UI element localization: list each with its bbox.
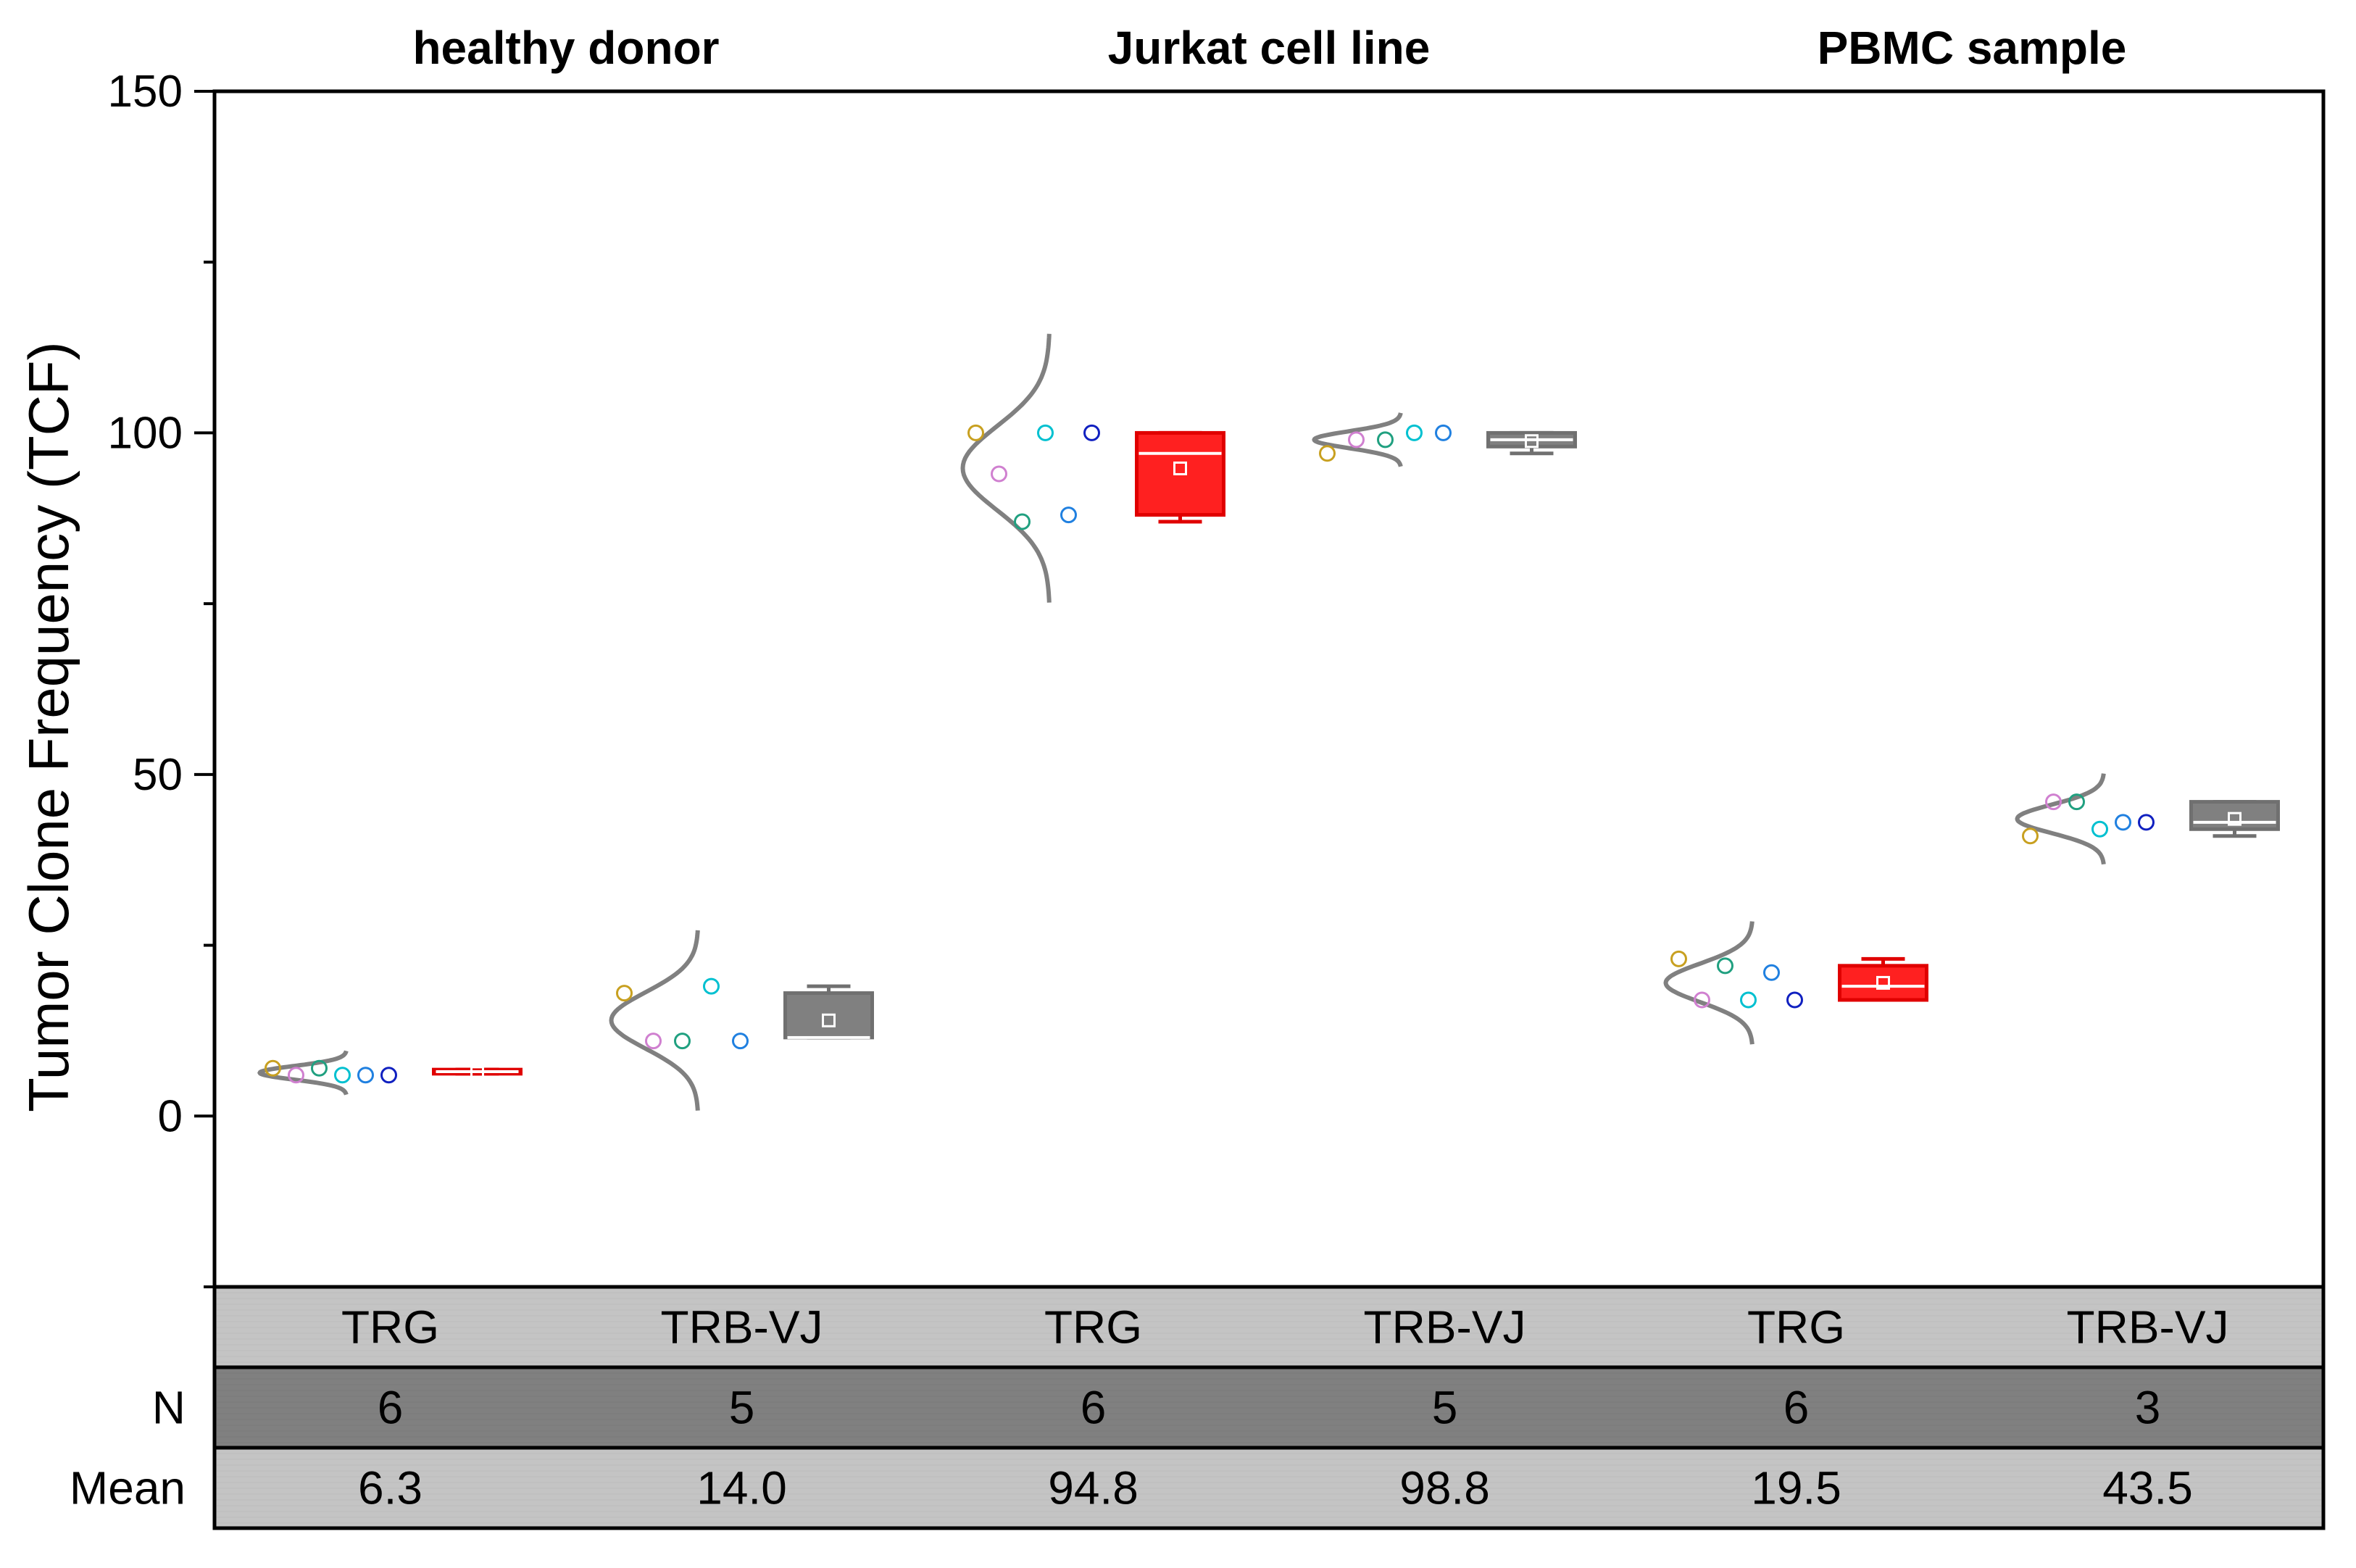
data-point: [1083, 424, 1100, 441]
mean-marker: [2228, 812, 2241, 826]
table-row-label: Mean: [70, 1462, 186, 1514]
data-point: [1406, 424, 1423, 441]
y-tick-label: 0: [158, 1091, 183, 1141]
table-cell: 6: [1081, 1382, 1107, 1434]
table-cell: 43.5: [2102, 1462, 2193, 1514]
data-point: [732, 1033, 749, 1050]
data-point: [703, 977, 720, 995]
data-points: [265, 424, 2155, 1084]
data-point: [1786, 991, 1803, 1009]
data-point: [1694, 991, 1710, 1009]
y-tick-label: 50: [133, 750, 183, 800]
mean-marker: [470, 1066, 484, 1080]
distribution-curve: [1663, 921, 1754, 1045]
data-point: [674, 1033, 691, 1050]
data-point: [1717, 957, 1733, 975]
y-axis: 0 50 100 150: [108, 67, 215, 1288]
data-point: [1014, 513, 1031, 530]
table-cell: TRB-VJ: [661, 1301, 823, 1354]
data-point: [1740, 991, 1757, 1009]
table-cell: 14.0: [696, 1462, 787, 1514]
table-cell: 5: [729, 1382, 755, 1434]
table-cell: 6: [1783, 1382, 1810, 1434]
data-point: [1377, 431, 1394, 449]
group-title: Jurkat cell line: [1108, 22, 1431, 74]
y-axis-label: Tumor Clone Frequency (TCF): [17, 341, 80, 1112]
table-cell: 3: [2135, 1382, 2161, 1434]
data-point: [1763, 964, 1780, 981]
distribution-curve: [2015, 773, 2106, 865]
table-cell: 94.8: [1048, 1462, 1139, 1514]
group-titles: healthy donor Jurkat cell line PBMC sample: [412, 22, 2126, 74]
y-tick-label: 100: [108, 408, 183, 458]
data-point: [2138, 814, 2155, 831]
data-point: [1037, 424, 1054, 441]
table-cell: TRG: [341, 1301, 439, 1354]
data-point: [2068, 793, 2085, 811]
data-point: [265, 1059, 281, 1077]
table-row-label: N: [152, 1382, 186, 1434]
data-point: [616, 985, 633, 1002]
plot-frame: [212, 89, 2326, 1289]
table-cell: 6: [378, 1382, 404, 1434]
data-point: [2045, 793, 2062, 811]
distribution-curve: [257, 1050, 349, 1096]
box: [1838, 964, 1928, 1002]
mean-marker: [1525, 434, 1539, 449]
data-point: [288, 1067, 304, 1084]
data-point: [2022, 827, 2039, 845]
distribution-curve: [960, 333, 1052, 603]
distribution-curve: [609, 930, 700, 1111]
mean-marker: [1173, 461, 1187, 475]
data-point: [2115, 814, 2131, 831]
table-cell: 6.3: [358, 1462, 423, 1514]
data-point: [357, 1067, 374, 1084]
table-cell: TRB-VJ: [1364, 1301, 1526, 1354]
mean-marker: [822, 1013, 836, 1027]
data-point: [1435, 424, 1452, 441]
data-point: [2091, 820, 2108, 838]
box: [2189, 800, 2280, 831]
table-cell: 98.8: [1399, 1462, 1490, 1514]
table-cell: 5: [1432, 1382, 1458, 1434]
data-point: [645, 1033, 662, 1050]
box-plots: [432, 430, 2280, 1080]
table-cell: 19.5: [1751, 1462, 1841, 1514]
group-title: healthy donor: [412, 22, 719, 74]
plot-area: [212, 89, 2326, 1289]
table-cell: TRB-VJ: [2067, 1301, 2229, 1354]
data-point: [334, 1067, 351, 1084]
data-point: [1319, 445, 1336, 462]
box: [1135, 430, 1225, 517]
data-point: [311, 1059, 328, 1077]
distribution-curves: [257, 333, 2106, 1111]
y-tick-label: 150: [108, 67, 183, 117]
data-point: [967, 424, 984, 441]
table-cell: TRG: [1747, 1301, 1845, 1354]
data-point: [1348, 431, 1365, 449]
data-point: [1060, 506, 1077, 524]
data-point: [1670, 950, 1687, 967]
table-cell: TRG: [1044, 1301, 1142, 1354]
data-point: [991, 465, 1007, 483]
mean-marker: [1876, 975, 1890, 990]
data-point: [380, 1067, 397, 1084]
group-title: PBMC sample: [1818, 22, 2127, 74]
distribution-curve: [1312, 412, 1403, 467]
summary-table: TRG TRB-VJ TRG TRB-VJ TRG TRB-VJ N 6 5 6 5 6 3 Mean 6.…: [70, 1285, 2326, 1530]
